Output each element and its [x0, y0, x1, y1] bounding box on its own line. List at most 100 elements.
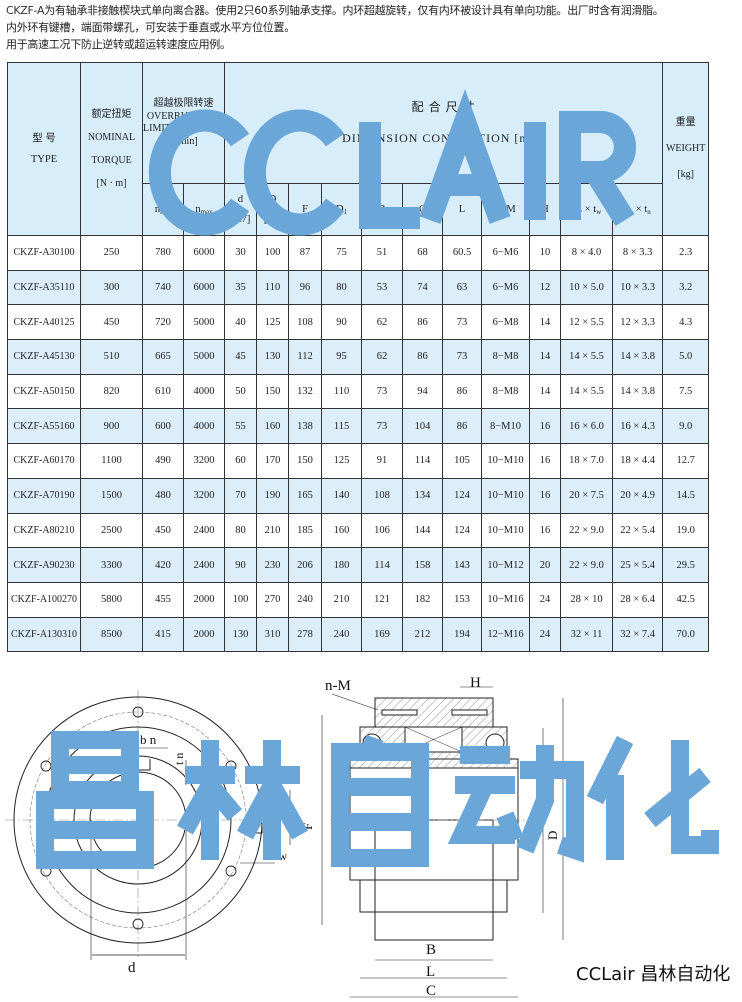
header-n-M: n−M — [481, 183, 531, 236]
cell-D1: 125 — [321, 443, 363, 479]
table-row: CKZF-A55160 900 600 4000 55 160 138 115 73 104 86 8… — [7, 408, 710, 445]
cell-torque: 900 — [80, 408, 143, 445]
cell-n-M: 10−M16 — [481, 581, 531, 618]
cell-n-min: 450 — [142, 512, 184, 549]
table-row: CKZF-A40125 450 720 5000 40 125 108 90 62 86 73 6−M… — [7, 304, 710, 341]
cell-bw-tw: 18 × 7.0 — [560, 443, 614, 479]
cell-torque: 5800 — [80, 581, 143, 618]
cell-H: 24 — [529, 581, 562, 618]
cell-n-max: 3200 — [182, 477, 226, 514]
cell-B: 73 — [361, 373, 404, 410]
technical-drawing: n-M H B L C d b n t w F D1 D t n b w — [5, 675, 564, 999]
cell-type: CKZF-A50150 — [7, 373, 81, 410]
cell-d: 130 — [224, 616, 258, 653]
cell-n-M: 6−M6 — [481, 235, 531, 271]
label-d: d — [128, 960, 136, 976]
cell-type: CKZF-A40125 — [7, 304, 81, 341]
cell-L: 86 — [442, 373, 483, 410]
cell-L: 124 — [442, 477, 483, 514]
cell-d: 45 — [224, 339, 258, 375]
cell-D: 170 — [256, 443, 290, 479]
cell-L: 86 — [442, 408, 483, 445]
cell-bw-tw: 32 × 11 — [560, 616, 614, 653]
cell-F: 87 — [288, 235, 323, 271]
cell-B: 53 — [361, 269, 404, 306]
cell-H: 16 — [529, 477, 562, 514]
description-line-1: CKZF-A为有轴承非接触楔块式单向离合器。使用2只60系列轴承支撑。内环超越旋… — [6, 4, 664, 17]
label-C: C — [426, 983, 436, 999]
cell-weight: 42.5 — [662, 581, 710, 618]
cell-D: 160 — [256, 408, 290, 445]
cell-weight: 9.0 — [662, 408, 710, 445]
cell-D: 125 — [256, 304, 290, 341]
header-D1: D1 — [321, 183, 363, 236]
label-n-M: n-M — [325, 678, 351, 694]
cell-weight: 14.5 — [662, 477, 710, 514]
cell-torque: 1500 — [80, 477, 143, 514]
cell-L: 124 — [442, 512, 483, 549]
spec-table: 型 号 TYPE 额定扭矩 NOMINAL TORQUE [N · m] 超越极限转速 O… — [7, 62, 710, 653]
cell-n-min: 665 — [142, 339, 184, 375]
header-torque: 额定扭矩 NOMINAL TORQUE [N · m] — [80, 62, 143, 236]
cell-bn-tn: 8 × 3.3 — [612, 235, 664, 271]
cell-D1: 240 — [321, 616, 363, 653]
side-view — [321, 686, 564, 998]
cell-B: 114 — [361, 547, 404, 583]
cell-C: 86 — [402, 339, 444, 375]
label-bw: b w — [269, 817, 283, 835]
cell-bn-tn: 16 × 4.3 — [612, 408, 664, 445]
cell-n-min: 480 — [142, 477, 184, 514]
cell-n-max: 6000 — [182, 235, 226, 271]
cell-n-M: 10−M10 — [481, 512, 531, 549]
cell-n-max: 4000 — [182, 408, 226, 445]
cell-n-max: 2400 — [182, 512, 226, 549]
cell-D: 190 — [256, 477, 290, 514]
cell-torque: 820 — [80, 373, 143, 410]
cell-n-M: 10−M12 — [481, 547, 531, 583]
table-row: CKZF-A70190 1500 480 3200 70 190 165 140 108 134 1… — [7, 477, 710, 514]
header-D: D [h7] — [256, 183, 290, 236]
cell-bn-tn: 14 × 3.8 — [612, 373, 664, 410]
cell-n-M: 8−M8 — [481, 373, 531, 410]
cell-n-M: 6−M8 — [481, 304, 531, 341]
cell-type: CKZF-A60170 — [7, 443, 81, 479]
cell-n-max: 2400 — [182, 547, 226, 583]
dimension-labels: n-M H B L C d b n t w F D1 D t n b w — [128, 675, 560, 999]
cell-F: 165 — [288, 477, 323, 514]
cell-type: CKZF-A45130 — [7, 339, 81, 375]
cell-D1: 160 — [321, 512, 363, 549]
cell-D1: 115 — [321, 408, 363, 445]
header-H: H — [529, 183, 562, 236]
cell-B: 121 — [361, 581, 404, 618]
cell-D1: 110 — [321, 373, 363, 410]
cell-weight: 2.3 — [662, 235, 710, 271]
label-tn: t n — [172, 753, 186, 765]
cell-weight: 7.5 — [662, 373, 710, 410]
cell-d: 100 — [224, 581, 258, 618]
label-B: B — [426, 942, 436, 958]
cell-n-max: 3200 — [182, 443, 226, 479]
header-speed: 超越极限转速 OVERRUNNING LIMITING SPEEDS [r/min] — [141, 62, 226, 184]
cell-torque: 250 — [80, 235, 143, 271]
cell-torque: 2500 — [80, 512, 143, 549]
cell-L: 194 — [442, 616, 483, 653]
cell-C: 158 — [402, 547, 444, 583]
front-view — [5, 690, 291, 960]
cell-D1: 210 — [321, 581, 363, 618]
table-row: CKZF-A80210 2500 450 2400 80 210 185 160 106 144 1… — [7, 512, 710, 549]
cell-F: 185 — [288, 512, 323, 549]
cell-bn-tn: 22 × 5.4 — [612, 512, 664, 549]
cell-H: 16 — [529, 408, 562, 445]
cell-B: 106 — [361, 512, 404, 549]
cell-L: 73 — [442, 304, 483, 341]
header-bn-tn: bn × tn — [612, 183, 664, 236]
cell-C: 74 — [402, 269, 444, 306]
label-F: F — [300, 823, 315, 830]
cell-n-M: 10−M10 — [481, 477, 531, 514]
cell-bw-tw: 8 × 4.0 — [560, 235, 614, 271]
cell-n-max: 5000 — [182, 339, 226, 375]
cell-bw-tw: 16 × 6.0 — [560, 408, 614, 445]
cell-D1: 140 — [321, 477, 363, 514]
cell-bn-tn: 28 × 6.4 — [612, 581, 664, 618]
cell-C: 134 — [402, 477, 444, 514]
